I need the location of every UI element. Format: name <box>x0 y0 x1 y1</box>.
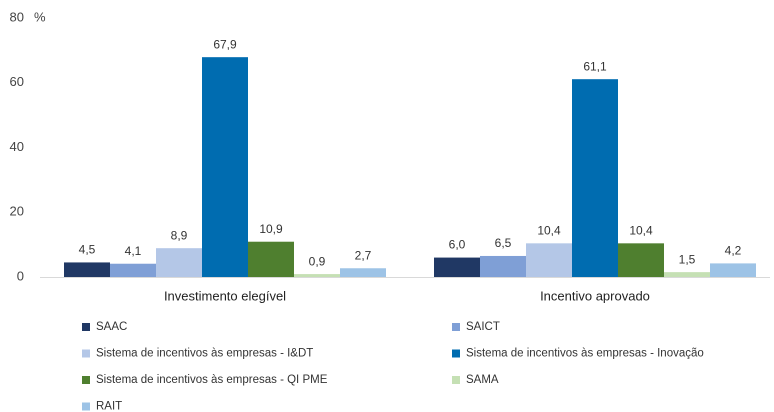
legend-label: SAAC <box>96 321 127 333</box>
data-label: 6,5 <box>495 236 512 250</box>
x-tick-label: Investimento elegível <box>164 288 286 303</box>
bar <box>340 268 386 277</box>
bar <box>64 262 110 277</box>
legend-label: Sistema de incentivos às empresas - Inov… <box>466 348 704 360</box>
data-label: 0,9 <box>309 254 326 268</box>
bar <box>664 272 710 277</box>
bar <box>156 248 202 277</box>
data-label: 6,0 <box>449 238 466 252</box>
data-label: 1,5 <box>679 252 696 266</box>
legend-swatch <box>82 402 90 411</box>
legend-swatch <box>452 349 460 358</box>
data-label: 8,9 <box>171 228 188 242</box>
y-tick-label: 40 <box>10 139 24 154</box>
legend-swatch <box>452 376 460 384</box>
y-tick-label: 20 <box>10 204 24 219</box>
data-label: 4,2 <box>725 244 742 258</box>
legend-label: Sistema de incentivos às empresas - I&DT <box>96 348 313 360</box>
bar <box>202 57 248 277</box>
y-tick-label: 0 <box>17 268 24 283</box>
legend-swatch <box>82 349 90 358</box>
bar <box>618 243 664 277</box>
data-label: 10,4 <box>537 224 561 238</box>
y-tick-label: 80 <box>10 9 24 24</box>
bar <box>294 274 340 277</box>
data-label: 67,9 <box>213 37 237 51</box>
bar <box>434 257 480 277</box>
y-unit: % <box>34 9 46 24</box>
legend-label: RAIT <box>96 401 122 412</box>
bar <box>526 243 572 277</box>
data-label: 4,5 <box>79 243 96 257</box>
bar <box>572 79 618 277</box>
data-label: 10,9 <box>259 222 283 236</box>
legend-label: Sistema de incentivos às empresas - QI P… <box>96 374 328 386</box>
bar <box>710 263 756 277</box>
legend-label: SAICT <box>466 321 500 333</box>
data-label: 4,1 <box>125 244 142 258</box>
data-label: 10,4 <box>629 224 653 238</box>
bar <box>248 241 294 277</box>
y-tick-label: 60 <box>10 74 24 89</box>
bar <box>480 255 526 277</box>
legend-swatch <box>82 323 90 331</box>
x-tick-label: Incentivo aprovado <box>540 288 650 303</box>
bar <box>110 263 156 277</box>
legend-swatch <box>82 376 90 384</box>
data-label: 2,7 <box>355 248 372 262</box>
data-label: 61,1 <box>583 59 607 73</box>
legend-label: SAMA <box>466 374 499 386</box>
legend-swatch <box>452 323 460 331</box>
